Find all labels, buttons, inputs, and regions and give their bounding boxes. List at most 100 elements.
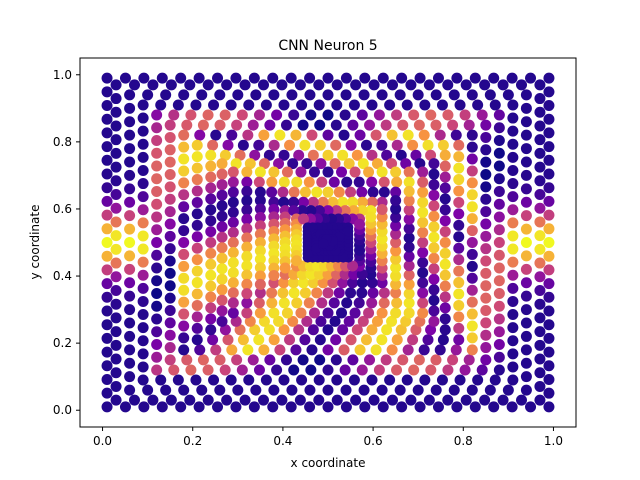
scatter-point — [276, 79, 288, 91]
scatter-point — [359, 72, 371, 84]
scatter-point — [151, 186, 163, 198]
scatter-point — [502, 89, 514, 101]
scatter-point — [273, 158, 285, 170]
scatter-point — [243, 374, 255, 386]
scatter-point — [543, 100, 555, 112]
scatter-point — [142, 384, 154, 396]
scatter-point — [403, 204, 415, 216]
scatter-point — [296, 268, 308, 280]
scatter-point — [376, 307, 388, 319]
scatter-point — [137, 322, 149, 334]
scatter-point — [466, 153, 478, 165]
scatter-point — [322, 89, 334, 101]
scatter-point — [378, 176, 390, 188]
scatter-point — [285, 72, 297, 84]
scatter-point — [101, 209, 113, 221]
scatter-point — [101, 223, 113, 235]
scatter-point — [207, 334, 219, 346]
y-tick-label: 0.6 — [53, 202, 72, 216]
scatter-point — [313, 374, 325, 386]
scatter-point — [249, 149, 261, 161]
scatter-point — [307, 277, 319, 289]
scatter-point — [305, 205, 317, 217]
scatter-point — [305, 364, 317, 376]
scatter-point — [366, 176, 378, 188]
x-axis: 0.0 0.2 0.4 0.6 0.8 1.0 — [93, 427, 563, 448]
scatter-point — [101, 250, 113, 262]
scatter-point — [439, 280, 451, 292]
scatter-point — [390, 211, 402, 223]
scatter-point — [249, 324, 261, 336]
scatter-point — [219, 149, 231, 161]
scatter-point — [453, 265, 465, 277]
scatter-point — [290, 129, 302, 141]
scatter-point — [297, 213, 309, 225]
scatter-point — [178, 189, 190, 201]
scatter-point — [493, 287, 505, 299]
scatter-point — [280, 354, 292, 366]
scatter-point — [296, 205, 308, 217]
scatter-point — [230, 401, 242, 413]
scatter-point — [480, 230, 492, 242]
scatter-point — [463, 354, 475, 366]
scatter-point — [428, 242, 440, 254]
scatter-point — [543, 141, 555, 153]
scatter-point — [480, 144, 492, 156]
scatter-point — [110, 161, 122, 173]
scatter-point — [480, 317, 492, 329]
scatter-point — [268, 269, 280, 281]
scatter-point — [543, 72, 555, 84]
y-tick-label: 0.4 — [53, 269, 72, 283]
scatter-point — [408, 109, 420, 121]
scatter-point — [301, 158, 313, 170]
scatter-point — [497, 394, 509, 406]
scatter-point — [101, 237, 113, 248]
scatter-point — [268, 166, 280, 178]
scatter-point — [340, 401, 352, 413]
scatter-point — [507, 138, 519, 150]
scatter-point — [110, 284, 122, 296]
scatter-point — [250, 384, 262, 396]
scatter-point — [507, 361, 519, 373]
scatter-point — [387, 79, 398, 91]
scatter-point — [185, 364, 197, 376]
scatter-point — [520, 210, 532, 222]
scatter-point — [434, 129, 446, 141]
scatter-point — [137, 295, 149, 307]
scatter-point — [343, 158, 355, 170]
scatter-point — [356, 287, 368, 299]
scatter-point — [453, 311, 465, 323]
scatter-point — [284, 334, 296, 346]
scatter-point — [460, 394, 472, 406]
scatter-point — [254, 211, 266, 223]
scatter-point — [244, 315, 256, 327]
scatter-point — [373, 109, 385, 121]
scatter-point — [387, 394, 398, 406]
scatter-point — [437, 139, 449, 151]
scatter-point — [330, 334, 342, 346]
scatter-point — [520, 89, 532, 101]
scatter-point — [202, 394, 214, 406]
scatter-point — [226, 344, 238, 356]
scatter-point — [168, 364, 180, 376]
scatter-point — [241, 176, 253, 188]
scatter-point — [354, 129, 366, 141]
scatter-point — [168, 109, 180, 121]
scatter-point — [137, 348, 149, 360]
scatter-point — [307, 149, 319, 161]
scatter-point — [543, 154, 555, 166]
scatter-point — [191, 219, 203, 231]
scatter-point — [205, 247, 217, 259]
scatter-point — [391, 297, 403, 309]
scatter-point — [347, 277, 359, 289]
scatter-point — [417, 277, 429, 289]
scatter-point — [219, 109, 231, 121]
scatter-point — [407, 334, 419, 346]
scatter-point — [303, 176, 315, 188]
scatter-point — [241, 166, 253, 178]
scatter-point — [248, 401, 260, 413]
scatter-point — [110, 243, 122, 255]
scatter-point — [414, 158, 426, 170]
scatter-point — [241, 260, 253, 272]
scatter-point — [493, 173, 505, 185]
